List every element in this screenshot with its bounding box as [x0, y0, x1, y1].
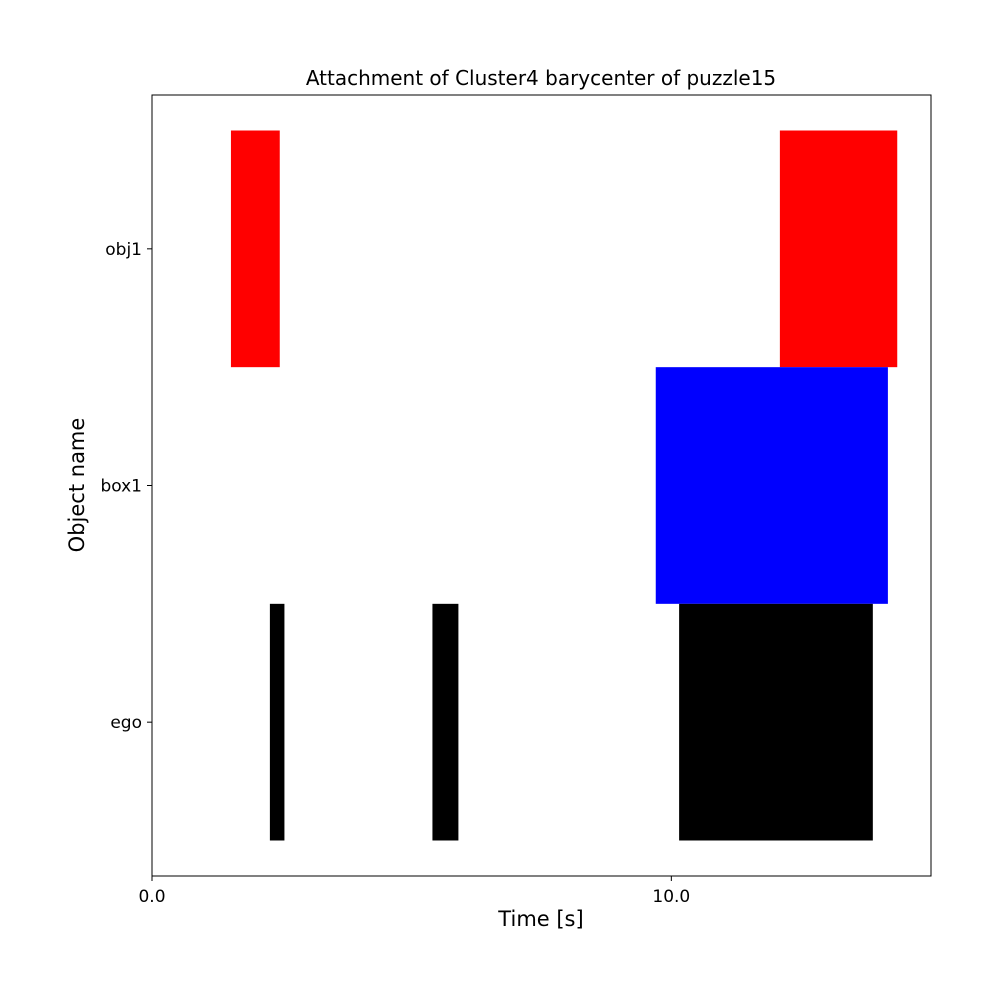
y-axis-ticks: ego box1 obj1	[100, 240, 152, 733]
x-tick-label: 0.0	[138, 887, 165, 907]
box1-interval-bar-1	[655, 367, 888, 604]
interval-bars	[230, 130, 898, 841]
obj1-interval-bar-2	[779, 130, 898, 368]
y-tick-label: obj1	[105, 240, 142, 260]
ego-interval-bar-1	[269, 603, 285, 841]
ego-interval-bar-3	[679, 603, 873, 841]
x-tick-label: 10.0	[652, 887, 690, 907]
x-axis-ticks: 0.0 10.0	[138, 876, 690, 907]
obj1-interval-bar-1	[230, 130, 280, 368]
chart-title: Attachment of Cluster4 barycenter of puz…	[306, 66, 776, 90]
ego-interval-bar-2	[432, 603, 459, 841]
x-axis-label: Time [s]	[497, 907, 583, 931]
y-tick-label: box1	[100, 477, 142, 497]
y-axis-label: Object name	[65, 418, 89, 553]
y-tick-label: ego	[110, 713, 142, 733]
